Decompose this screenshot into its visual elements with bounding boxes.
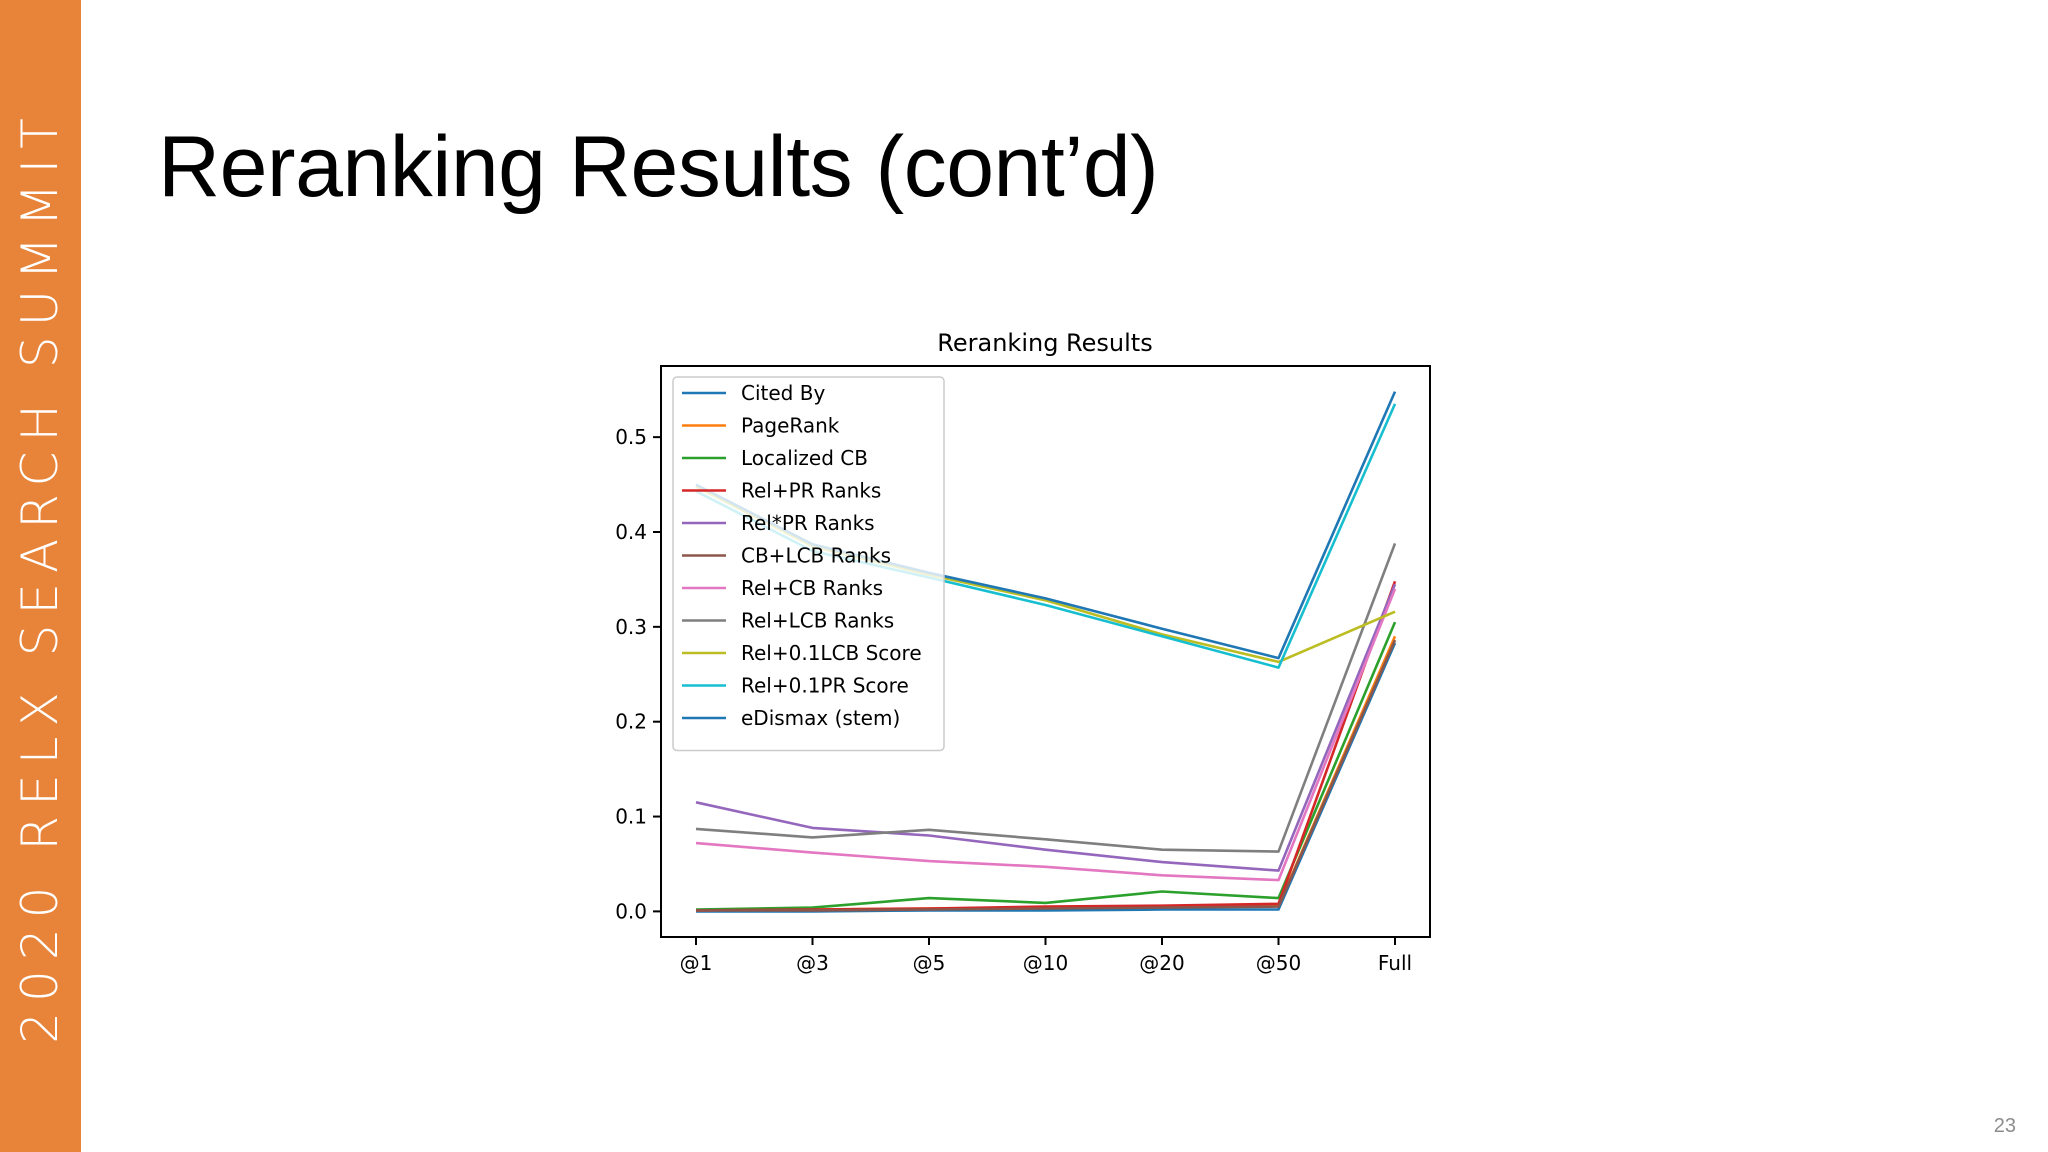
y-tick-label: 0.1 (615, 805, 647, 829)
legend-label: Rel*PR Ranks (741, 511, 875, 535)
page-title: Reranking Results (cont’d) (158, 119, 1159, 215)
x-tick-label: @20 (1139, 951, 1184, 975)
x-tick-label: @10 (1023, 951, 1068, 975)
side-banner: 2020 RELX SEARCH SUMMIT (0, 0, 81, 1152)
x-axis: @1 @3 @5 @10 @20 @50 Full (680, 937, 1412, 975)
legend-label: Cited By (741, 381, 825, 405)
y-tick-label: 0.3 (615, 615, 647, 639)
legend-label: Rel+CB Ranks (741, 576, 883, 600)
y-tick-label: 0.5 (615, 425, 647, 449)
page-number: 23 (1993, 1115, 2016, 1137)
legend-label: CB+LCB Ranks (741, 544, 891, 568)
series-line-5 (696, 639, 1397, 912)
chart-title: Reranking Results (937, 329, 1152, 357)
series-line-2 (695, 621, 1397, 911)
x-tick-label: @5 (913, 951, 946, 975)
legend-label: Rel+PR Ranks (741, 479, 881, 503)
legend-label: PageRank (741, 414, 840, 438)
x-tick-label: @3 (796, 951, 829, 975)
series-line-4 (695, 583, 1397, 872)
legend-label: Rel+0.1LCB Score (741, 641, 922, 665)
y-tick-label: 0.2 (615, 710, 647, 734)
series-lines (695, 391, 1397, 913)
x-tick-label: @50 (1256, 951, 1301, 975)
y-tick-label: 0.4 (615, 520, 647, 544)
x-tick-label: @1 (680, 951, 713, 975)
legend-label: Localized CB (741, 446, 868, 470)
x-tick-label: Full (1378, 951, 1412, 975)
legend-label: eDismax (stem) (741, 706, 900, 730)
series-line-6 (695, 588, 1397, 882)
y-axis: 0.0 0.1 0.2 0.3 0.4 0.5 (615, 425, 661, 923)
legend-label: Rel+LCB Ranks (741, 609, 894, 633)
legend-label: Rel+0.1PR Score (741, 674, 909, 698)
legend: Cited By PageRank Localized CB Rel+PR Ranks… (672, 376, 945, 752)
series-line-7 (695, 542, 1397, 853)
legend-box (672, 376, 945, 752)
y-tick-label: 0.0 (615, 899, 647, 923)
